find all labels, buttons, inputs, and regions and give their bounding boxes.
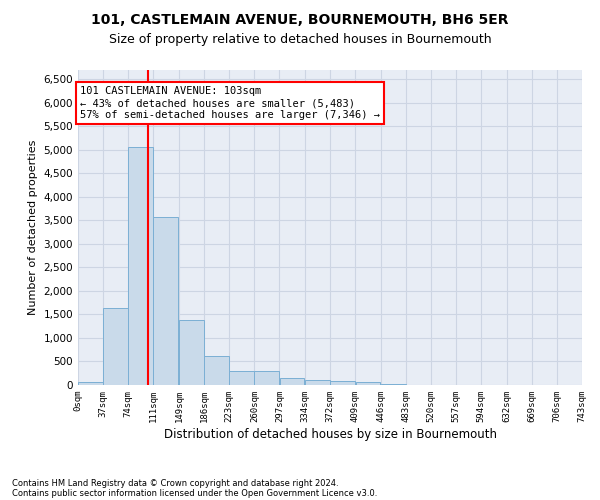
Text: Contains public sector information licensed under the Open Government Licence v3: Contains public sector information licen… (12, 488, 377, 498)
Bar (280, 378, 304, 385)
Text: Size of property relative to detached houses in Bournemouth: Size of property relative to detached ho… (109, 32, 491, 46)
Text: 101, CASTLEMAIN AVENUE, BOURNEMOUTH, BH6 5ER: 101, CASTLEMAIN AVENUE, BOURNEMOUTH, BH6… (91, 12, 509, 26)
Bar (128, 147, 153, 385)
Text: 101 CASTLEMAIN AVENUE: 103sqm
← 43% of detached houses are smaller (5,483)
57% o: 101 CASTLEMAIN AVENUE: 103sqm ← 43% of d… (80, 86, 380, 120)
Bar (305, 380, 329, 385)
Text: Contains HM Land Registry data © Crown copyright and database right 2024.: Contains HM Land Registry data © Crown c… (12, 478, 338, 488)
Bar (380, 384, 406, 385)
Bar (154, 216, 178, 385)
Y-axis label: Number of detached properties: Number of detached properties (28, 140, 38, 315)
Bar (254, 371, 280, 385)
Bar (179, 320, 204, 385)
Bar (204, 356, 229, 385)
Bar (229, 371, 254, 385)
Bar (331, 381, 355, 385)
X-axis label: Distribution of detached houses by size in Bournemouth: Distribution of detached houses by size … (163, 428, 497, 440)
Bar (78, 382, 103, 385)
Bar (356, 382, 380, 385)
Bar (103, 308, 128, 385)
